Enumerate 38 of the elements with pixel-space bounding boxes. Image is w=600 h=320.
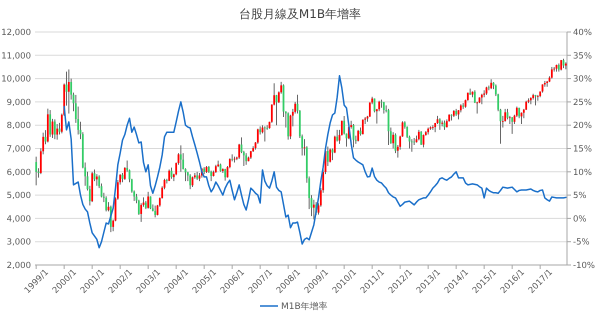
y-tick-label: 4,000: [6, 214, 31, 224]
candlestick: [422, 134, 424, 148]
candlestick: [562, 58, 564, 69]
y2-tick-label: 20%: [573, 121, 592, 132]
y2-tick-label: 0%: [573, 214, 586, 224]
y-tick-label: 7,000: [6, 144, 31, 154]
y2-tick-label: -10%: [573, 261, 595, 271]
y-tick-label: 6,000: [6, 168, 31, 178]
candlestick: [264, 126, 266, 142]
candlestick: [394, 132, 396, 154]
line-series: [63, 75, 567, 249]
candlestick: [150, 196, 152, 210]
chart-title: 台股月線及M1B年增率: [238, 7, 362, 21]
candlestick: [480, 93, 483, 105]
y2-tick-label: -5%: [573, 238, 590, 248]
y-tick-label: 8,000: [6, 121, 31, 132]
y-tick-label: 12,000: [1, 28, 31, 38]
y-tick-label: 11,000: [1, 51, 31, 62]
y-tick-label: 2,000: [6, 261, 31, 271]
candlestick: [192, 176, 194, 188]
candlestick: [352, 124, 354, 148]
candlestick: [170, 167, 172, 180]
candlestick: [444, 120, 446, 130]
y-tick-label: 10,000: [1, 74, 31, 85]
candlestick: [506, 108, 508, 120]
y2-tick-label: 25%: [573, 98, 592, 108]
y-tick-label: 3,000: [6, 238, 31, 248]
legend-label: M1B年增率: [281, 301, 328, 312]
y-tick-label: 5,000: [6, 191, 31, 202]
y2-tick-label: 15%: [573, 144, 592, 154]
y2-tick-label: 10%: [573, 168, 592, 178]
y2-tick-label: 30%: [573, 74, 592, 85]
y2-tick-label: 35%: [573, 51, 592, 62]
y2-tick-label: 5%: [573, 191, 586, 202]
y2-tick-label: 40%: [573, 28, 592, 38]
candlestick: [410, 138, 413, 152]
y-tick-label: 9,000: [6, 98, 31, 108]
candlestick: [388, 108, 390, 146]
